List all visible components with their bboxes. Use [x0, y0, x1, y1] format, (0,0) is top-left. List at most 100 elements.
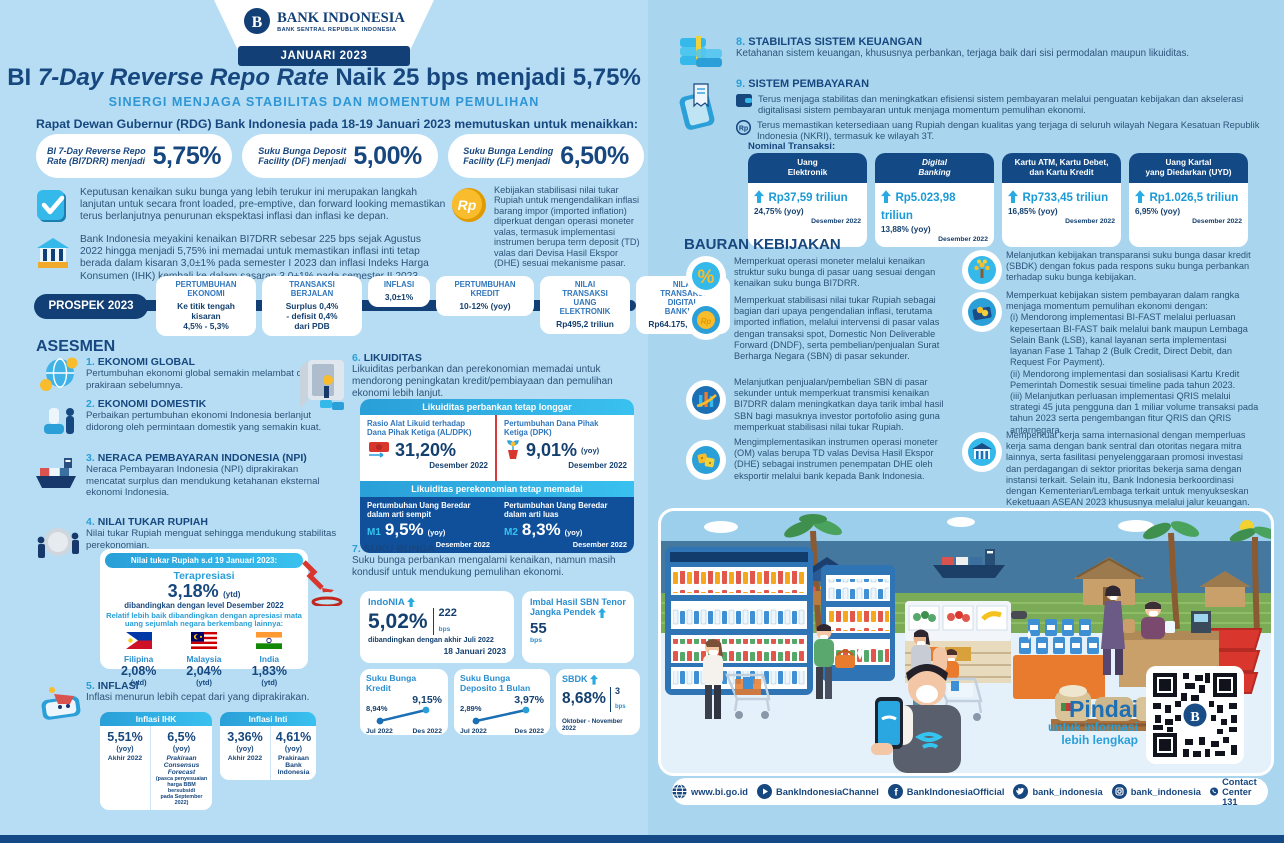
- rice-sacks: [1051, 685, 1177, 731]
- bauran-right-2-item-ii: (ii) Mendorong implementasi dan sosialis…: [1010, 368, 1240, 390]
- prospek-title: TRANSAKSI BERJALAN: [289, 280, 335, 298]
- org-subtitle: BANK SENTRAL REPUBLIK INDONESIA: [277, 26, 397, 33]
- item-body: Pertumbuhan ekonomi global semakin melam…: [86, 368, 313, 391]
- section-title: SISTEM PEMBAYARAN: [748, 78, 870, 90]
- liquidity-panel2-header: Likuiditas perekonomian tetap memadai: [360, 481, 634, 497]
- lending-facility-pill: Suku Bunga Lending Facility (LF) menjadi…: [448, 134, 644, 178]
- imbal-unit: bps: [530, 636, 543, 644]
- payment-policy-icon: [962, 292, 1002, 332]
- fx-coin-icon: Rp: [686, 300, 726, 340]
- footer-facebook-link[interactable]: f BankIndonesiaOfficial: [887, 784, 1004, 799]
- prospek-boxes: PERTUMBUHAN EKONOMI Ke titik tengah kisar…: [156, 276, 730, 337]
- inflation-tables: Inflasi IHK 5,51% (yoy) Akhir 2022 6,5% …: [100, 712, 316, 810]
- asesmen-item-6: 6. LIKUIDITAS Likuiditas perbankan dan p…: [352, 352, 644, 400]
- philippines-flag-icon: [125, 631, 152, 649]
- deposito-x2: Des 2022: [514, 727, 544, 735]
- money-icon: [369, 442, 389, 459]
- bullet-text: Terus menjaga stabilitas dan meningkatka…: [758, 93, 1244, 116]
- country-name: Filipina: [124, 653, 154, 664]
- item-title: SUKU BUNGA: [363, 543, 435, 555]
- palm-tree-1: [784, 514, 843, 632]
- item-body: Suku bunga perbankan mengalami kenaikan,…: [352, 555, 616, 578]
- item-body: Neraca Pembayaran Indonesia (NPI) diprak…: [86, 464, 320, 498]
- footer-website-link[interactable]: www.bi.go.id: [672, 784, 748, 799]
- imbal-label: Imbal Hasil SBN Tenor Jangka Pendek: [530, 597, 626, 618]
- flag-col-malaysia: Malaysia 2,04% (ytd): [186, 631, 222, 687]
- dpk-unit: (yoy): [581, 445, 600, 455]
- supermarket-shelf-1: [665, 547, 813, 695]
- footer-contact-link[interactable]: Contact Center 131: [1209, 777, 1268, 807]
- sbn-chart-icon: [686, 380, 726, 420]
- footer-youtube-link[interactable]: BankIndonesiaChannel: [756, 784, 879, 799]
- cargo-ship-icon: [36, 458, 76, 488]
- prospek-value: Ke titik tengah kisaran 4,5% - 5,3%: [177, 300, 235, 332]
- aldpk-date: Desember 2022: [429, 460, 488, 470]
- indonia-delta-unit: bps: [438, 626, 451, 634]
- m2-date: Desember 2022: [572, 539, 627, 549]
- dpk-date: Desember 2022: [568, 460, 627, 470]
- intro-line: Rapat Dewan Gubernur (RDG) Bank Indonesi…: [36, 117, 639, 131]
- shopper-green: [814, 624, 855, 699]
- credit-transparency-icon: [962, 250, 1002, 290]
- rate-label: Suku Bunga Lending Facility (LF) menjadi: [463, 145, 554, 166]
- svg-text:B: B: [252, 14, 263, 31]
- rate-value: 6,50%: [560, 141, 629, 170]
- qr-bi-logo-icon: [1183, 703, 1207, 727]
- bauran-right-2-intro: Memperkuat kebijakan sistem pembayaran d…: [1006, 290, 1240, 312]
- cell-note: Akhir 2022: [227, 755, 263, 762]
- rate-value: 5,00%: [353, 141, 422, 170]
- footer-twitter-link[interactable]: bank_indonesia: [1013, 784, 1103, 799]
- percent-coin-icon: %: [686, 256, 726, 296]
- palm-tree-2: [1143, 521, 1200, 630]
- comparison-note: Relatif lebih baik dibandingkan dengan a…: [106, 611, 302, 629]
- deposito-x1: Jul 2022: [460, 727, 487, 735]
- vault-icon: [300, 360, 344, 410]
- qr-pattern: B: [1151, 671, 1239, 759]
- flag-col-filipina: Filipina 2,08% (ytd): [121, 631, 156, 687]
- bauran-left-3: Melanjutkan penjualan/pembelian SBN di p…: [734, 377, 944, 432]
- m1-unit: (yoy): [427, 527, 446, 537]
- asesmen-item-1: 1. EKONOMI GLOBAL Pertumbuhan ekonomi gl…: [86, 356, 338, 391]
- country-value: 2,04%: [186, 663, 222, 678]
- india-flag-icon: [256, 631, 283, 649]
- sbdk-value: 8,68%: [562, 690, 606, 708]
- asesmen-item-5: 5. INFLASI Inflasi menurun lebih cepat d…: [86, 680, 322, 704]
- rate-drop-icon: [302, 560, 343, 606]
- cargo-ship: [933, 549, 1005, 578]
- bauran-right-1: Melanjutkan kebijakan transparansi suku …: [1006, 250, 1251, 283]
- indonia-delta: 222: [438, 607, 457, 620]
- footer-instagram-link[interactable]: bank_indonesia: [1111, 784, 1201, 799]
- item-body: Likuiditas perbankan dan perekonomian me…: [352, 364, 613, 399]
- inflation-cart-icon: [41, 687, 81, 720]
- title-part1: BI: [7, 64, 38, 91]
- card-header: Uang Kartal yang Diedarkan (UYD): [1129, 153, 1248, 183]
- footer-label: bank_indonesia: [1032, 786, 1103, 797]
- indonia-date: 18 Januari 2023: [443, 646, 506, 657]
- deposito-to-value: 3,97%: [514, 693, 544, 706]
- scan-block: Pindai untuk informasi lebih lengkap: [1004, 698, 1138, 747]
- up-arrow-icon: [754, 190, 764, 204]
- instagram-icon: [1111, 784, 1127, 799]
- scan-line2: untuk informasi: [1047, 720, 1138, 734]
- cell-unit: (yoy): [116, 744, 134, 753]
- twitter-icon: [1013, 784, 1029, 799]
- cell-unit: (yoy): [236, 744, 254, 753]
- imbal-value: 55: [530, 619, 547, 637]
- prospek-box-transaksi: TRANSAKSI BERJALAN Surplus 0,4% - defisit…: [262, 276, 362, 337]
- country-value: 1,83%: [251, 663, 288, 678]
- kredit-trend-line: [376, 706, 430, 725]
- m2-value: 8,3%: [521, 519, 561, 539]
- card-date: Desember 2022: [1192, 218, 1242, 225]
- bauran-heading: BAURAN KEBIJAKAN: [684, 236, 841, 253]
- card-digital-banking: Digital Banking Rp5.023,98 triliun 13,88…: [875, 153, 994, 247]
- m2-tag: M2: [504, 526, 518, 538]
- palm-tree-3: [1229, 526, 1271, 632]
- appreciation-label: Terapresiasi: [173, 570, 235, 582]
- bauran-left-2: Memperkuat stabilisasi nilai tukar Rupia…: [734, 295, 940, 362]
- item-title: EKONOMI GLOBAL: [97, 356, 196, 368]
- malaysia-flag-icon: [190, 631, 217, 649]
- up-arrow-icon: [881, 190, 891, 204]
- bank-indonesia-logo-icon: B: [244, 8, 271, 34]
- stabilization-note: Kebijakan stabilisasi nilai tukar Rupiah…: [494, 185, 640, 269]
